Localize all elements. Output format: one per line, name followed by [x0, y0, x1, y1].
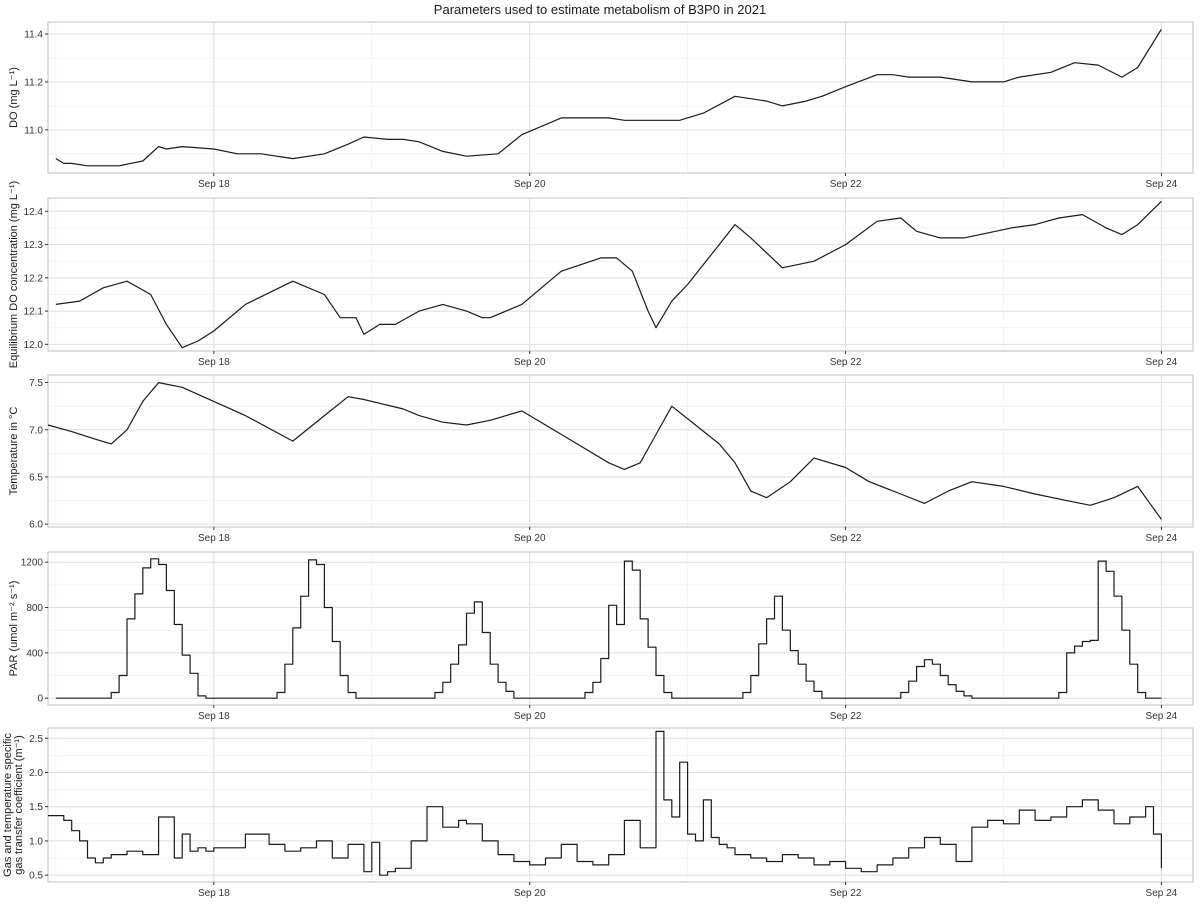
y-tick-label: 12.3 — [24, 240, 44, 251]
chart-title: Parameters used to estimate metabolism o… — [434, 2, 766, 17]
x-tick-label: Sep 18 — [198, 357, 230, 368]
series-line — [55, 200, 1162, 349]
panel-border — [47, 551, 1194, 706]
y-tick-label: 12.4 — [24, 207, 44, 218]
y-tick-label: 7.5 — [29, 378, 43, 389]
y-tick-label: 2.5 — [29, 734, 43, 745]
series-line — [55, 28, 1162, 167]
y-axis-title: Temperature in °C — [8, 407, 20, 496]
panel-border — [47, 21, 1194, 174]
y-tick-label: 0 — [37, 694, 43, 705]
y-axis-title: Equilibrium DO concentration (mg L⁻¹) — [8, 181, 20, 368]
series-line — [55, 558, 1162, 699]
x-tick-label: Sep 20 — [514, 179, 546, 190]
y-tick-label: 6.0 — [29, 520, 43, 531]
x-tick-label: Sep 18 — [198, 179, 230, 190]
panel-border — [47, 374, 1194, 528]
y-tick-label: 400 — [26, 648, 43, 659]
x-tick-label: Sep 22 — [830, 711, 862, 722]
x-tick-label: Sep 18 — [198, 533, 230, 544]
panel-2: 12.0 12.1 12.2 12.3 12.4 Sep 18 Sep 20 Sep 22 Se… — [8, 181, 1194, 368]
y-tick-label: 2.0 — [29, 768, 43, 779]
panel-border — [47, 197, 1194, 352]
x-tick-label: Sep 24 — [1146, 711, 1178, 722]
y-axis-title: PAR (umol m⁻² s⁻¹) — [8, 581, 20, 677]
x-tick-label: Sep 24 — [1146, 179, 1178, 190]
y-tick-label: 1.5 — [29, 802, 43, 813]
x-tick-label: Sep 22 — [830, 533, 862, 544]
x-tick-label: Sep 20 — [514, 357, 546, 368]
x-tick-label: Sep 20 — [514, 888, 546, 899]
y-tick-label: 1.0 — [29, 836, 43, 847]
y-tick-label: 11.2 — [24, 77, 43, 88]
panel-5: 0.5 1.0 1.5 2.0 2.5 Sep 18 Sep 20 Sep 22 Sep 24 G… — [2, 727, 1194, 899]
x-tick-label: Sep 18 — [198, 711, 230, 722]
y-tick-label: 12.0 — [24, 340, 44, 351]
y-tick-label: 11.0 — [24, 125, 43, 136]
y-tick-label: 12.2 — [24, 273, 44, 284]
y-tick-label: 7.0 — [29, 425, 43, 436]
series-line — [48, 730, 1162, 876]
y-axis-title: DO (mg L⁻¹) — [8, 67, 20, 128]
panel-3: 6.0 6.5 7.0 7.5 Sep 18 Sep 20 Sep 22 Sep 24 Temp… — [8, 374, 1194, 544]
x-tick-label: Sep 22 — [830, 179, 862, 190]
y-tick-label: 12.1 — [24, 307, 44, 318]
series-line — [47, 382, 1162, 520]
y-tick-label: 0.5 — [29, 871, 43, 882]
panel-1: 11.0 11.2 11.4 Sep 18 Sep 20 Sep 22 Sep 24 DO (… — [8, 21, 1194, 190]
x-tick-label: Sep 18 — [198, 888, 230, 899]
panel-4: 0 400 800 1200 Sep 18 Sep 20 Sep 22 Sep 24 PAR (… — [8, 551, 1194, 722]
x-tick-label: Sep 24 — [1146, 533, 1178, 544]
x-tick-label: Sep 20 — [514, 711, 546, 722]
y-tick-label: 6.5 — [29, 472, 43, 483]
y-axis-title: Gas and temperature specificgas transfer… — [2, 733, 25, 877]
x-tick-label: Sep 24 — [1146, 888, 1178, 899]
x-tick-label: Sep 20 — [514, 533, 546, 544]
panel-border — [47, 727, 1194, 883]
y-tick-label: 11.4 — [24, 29, 43, 40]
x-tick-label: Sep 22 — [830, 357, 862, 368]
y-tick-label: 1200 — [21, 558, 44, 569]
x-tick-label: Sep 24 — [1146, 357, 1178, 368]
y-tick-label: 800 — [26, 603, 43, 614]
x-tick-label: Sep 22 — [830, 888, 862, 899]
chart-panels: 11.0 11.2 11.4 Sep 18 Sep 20 Sep 22 Sep 24 DO (… — [2, 21, 1194, 899]
